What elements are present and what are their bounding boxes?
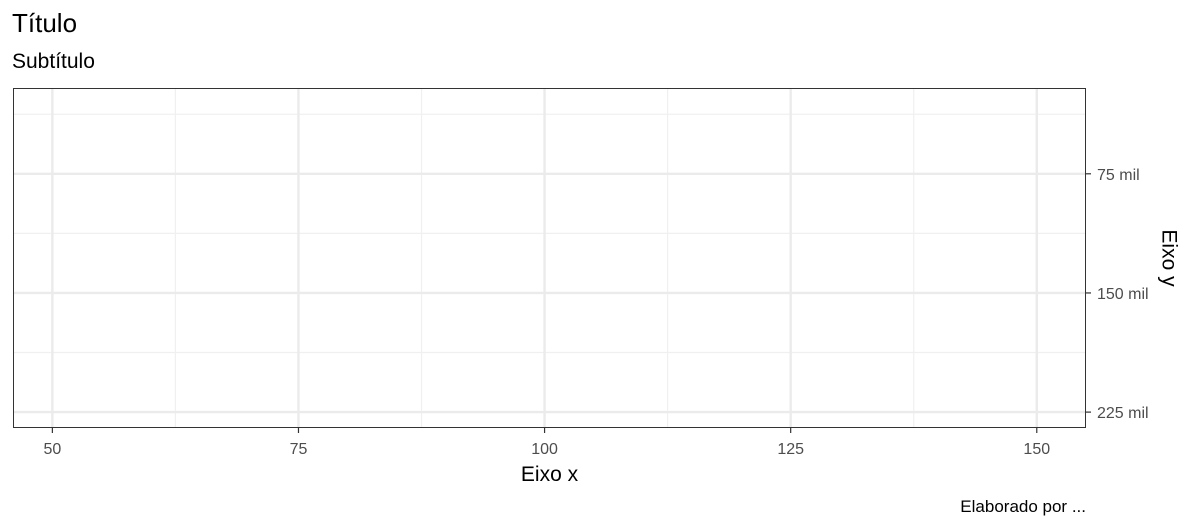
x-axis-title: Eixo x <box>521 463 579 486</box>
x-axis: 50 75 100 125 150 <box>43 428 1050 458</box>
x-tick-label: 50 <box>43 441 61 458</box>
y-axis: 75 mil 150 mil 225 mil <box>1086 167 1149 422</box>
x-tick-label: 75 <box>290 441 308 458</box>
grid-layer <box>13 88 1086 428</box>
y-tick-label: 150 mil <box>1097 286 1149 303</box>
x-tick-label: 150 <box>1023 441 1050 458</box>
y-axis-title: Eixo y <box>1157 229 1180 287</box>
chart-title: Título <box>12 8 78 38</box>
panel-border <box>13 88 1086 428</box>
chart-caption: Elaborado por ... <box>960 497 1086 516</box>
y-tick-label: 225 mil <box>1097 405 1149 422</box>
chart-subtitle: Subtítulo <box>12 50 95 73</box>
y-tick-label: 75 mil <box>1097 167 1140 184</box>
x-tick-label: 125 <box>777 441 804 458</box>
x-tick-label: 100 <box>531 441 558 458</box>
